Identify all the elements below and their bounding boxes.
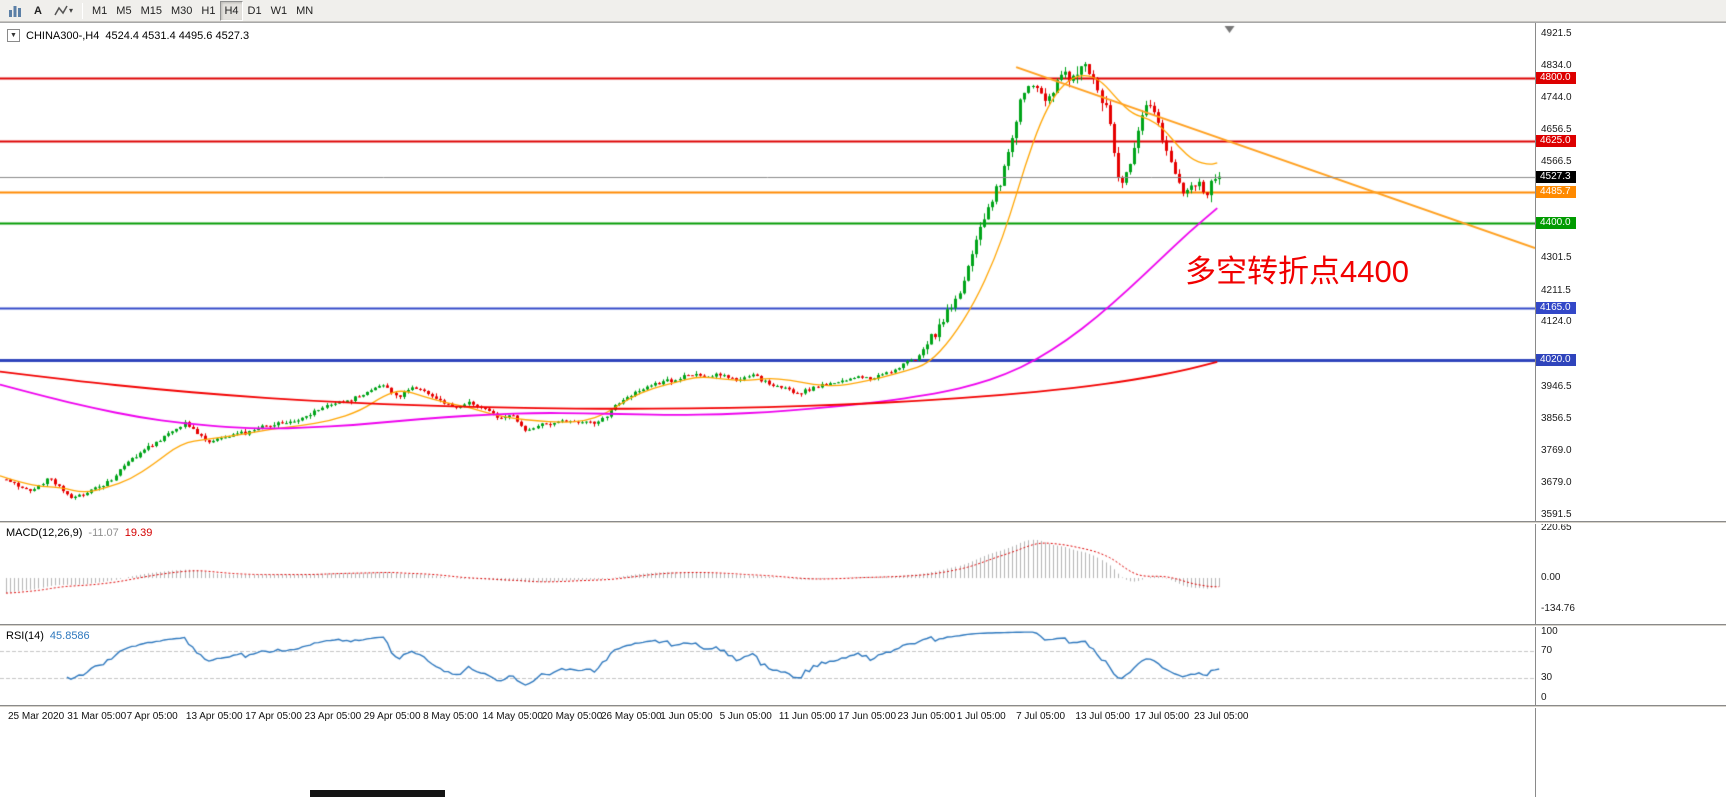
time-axis-label: 29 Apr 05:00: [363, 711, 421, 722]
time-axis-label: 7 Jul 05:00: [1016, 711, 1066, 722]
rsi-canvas[interactable]: [0, 627, 1535, 705]
price-line-tag: 4020.0: [1536, 354, 1576, 367]
chevron-down-icon: ▾: [69, 6, 74, 15]
price-line-tag: 4485.7: [1536, 185, 1576, 198]
rsi-value: 45.8586: [49, 630, 90, 642]
price-tick-label: 4834.0: [1541, 59, 1572, 71]
price-line-tag: 4165.0: [1536, 301, 1576, 314]
toolbar: A ▾ M1 M5 M15 M30 H1 H4 D1 W1 MN: [0, 0, 1726, 22]
price-tick-label: 4211.5: [1541, 284, 1571, 296]
price-scale[interactable]: 4921.5 4834.0 4744.0 4656.5 4566.5 4301.5 4211…: [1535, 23, 1726, 521]
timeframe-toolbar: M1 M5 M15 M30 H1 H4 D1 W1 MN: [88, 0, 317, 21]
time-axis-label: 8 May 05:00: [423, 711, 479, 722]
rsi-label: RSI(14): [6, 630, 44, 642]
macd-canvas[interactable]: [0, 524, 1535, 624]
panel-separator[interactable]: [0, 624, 1726, 627]
zigzag-icon: [54, 5, 68, 15]
time-axis-label: 23 Jun 05:00: [897, 711, 956, 722]
price-tick-label: 4566.5: [1541, 156, 1572, 168]
collapse-chart-icon[interactable]: ▼: [7, 29, 20, 42]
price-tick-label: 4744.0: [1541, 92, 1572, 104]
price-tick-label: 4656.5: [1541, 123, 1572, 135]
chart-window: ▼ CHINA300-,H4 4524.4 4531.4 4495.6 4527…: [0, 22, 1726, 797]
time-axis[interactable]: 25 Mar 2020 31 Mar 05:00 7 Apr 05:00 13 Apr…: [0, 707, 1535, 727]
timeframe-button-w1[interactable]: W1: [267, 1, 292, 21]
price-tick-label: 3946.5: [1541, 380, 1572, 392]
symbol-title: CHINA300-,H4: [26, 29, 100, 42]
price-tick-label: 4921.5: [1541, 28, 1572, 40]
time-axis-label: 13 Apr 05:00: [185, 711, 243, 722]
macd-scale[interactable]: 220.65 0.00 -134.76: [1535, 521, 1726, 624]
timeframe-button-m5[interactable]: M5: [112, 1, 135, 21]
macd-label: MACD(12,26,9): [6, 527, 83, 539]
time-axis-label: 5 Jun 05:00: [719, 711, 772, 722]
time-axis-label: 25 Mar 2020: [8, 711, 65, 722]
price-chart-canvas[interactable]: [0, 23, 1535, 521]
macd-tick-label: 220.65: [1541, 521, 1572, 533]
macd-signal-value: 19.39: [124, 527, 153, 539]
panel-separator[interactable]: [0, 705, 1726, 708]
macd-tick-label: 0.00: [1541, 572, 1561, 584]
time-axis-label: 23 Jul 05:00: [1194, 711, 1249, 722]
rsi-scale[interactable]: 100 70 30 0: [1535, 625, 1726, 705]
toolbar-separator: [82, 2, 84, 19]
price-line-tag: 4625.0: [1536, 135, 1576, 148]
ohlc-readout: 4524.4 4531.4 4495.6 4527.3: [105, 29, 250, 42]
rsi-tick-label: 100: [1541, 625, 1558, 637]
time-axis-label: 7 Apr 05:00: [126, 711, 178, 722]
time-axis-label: 17 Jun 05:00: [838, 711, 897, 722]
rsi-panel: RSI(14) 45.8586: [0, 627, 1535, 705]
chart-annotation-text: 多空转折点4400: [1185, 254, 1409, 290]
timeframe-button-d1[interactable]: D1: [244, 1, 266, 21]
bar-chart-icon: [9, 5, 21, 17]
timeframe-button-m1[interactable]: M1: [88, 1, 111, 21]
time-axis-label: 23 Apr 05:00: [304, 711, 362, 722]
symbol-header: ▼ CHINA300-,H4 4524.4 4531.4 4495.6 4527…: [7, 29, 249, 42]
scrollbar-thumb[interactable]: [310, 790, 445, 797]
price-tick-label: 3769.0: [1541, 444, 1572, 456]
macd-tick-label: -134.76: [1541, 602, 1575, 614]
price-tick-label: 4301.5: [1541, 252, 1572, 264]
price-tick-label: 4124.0: [1541, 316, 1572, 328]
timeframe-button-m15[interactable]: M15: [137, 1, 166, 21]
time-axis-label: 1 Jun 05:00: [660, 711, 713, 722]
price-tick-label: 3856.5: [1541, 413, 1572, 425]
price-tick-label: 3679.0: [1541, 477, 1572, 489]
price-tick-label: 3591.5: [1541, 509, 1572, 521]
panel-separator[interactable]: [0, 521, 1726, 524]
rsi-readout: RSI(14) 45.8586: [6, 630, 90, 642]
timeframe-button-mn[interactable]: MN: [292, 1, 317, 21]
time-axis-label: 1 Jul 05:00: [956, 711, 1006, 722]
macd-main-value: -11.07: [88, 527, 119, 539]
axis-corner: [1535, 707, 1726, 797]
chart-style-button[interactable]: [4, 1, 26, 21]
time-axis-label: 20 May 05:00: [541, 711, 603, 722]
line-studies-button[interactable]: ▾: [50, 1, 77, 21]
price-line-tag: 4400.0: [1536, 216, 1576, 229]
price-chart-panel: ▼ CHINA300-,H4 4524.4 4531.4 4495.6 4527…: [0, 23, 1535, 521]
timeframe-button-h1[interactable]: H1: [197, 1, 219, 21]
timeframe-button-m30[interactable]: M30: [167, 1, 196, 21]
time-axis-label: 17 Jul 05:00: [1134, 711, 1190, 722]
time-axis-label: 14 May 05:00: [482, 711, 543, 722]
time-axis-label: 31 Mar 05:00: [67, 711, 127, 722]
time-axis-label: 26 May 05:00: [601, 711, 662, 722]
rsi-tick-label: 70: [1541, 645, 1553, 657]
price-line-tag: 4800.0: [1536, 71, 1576, 84]
rsi-tick-label: 0: [1541, 691, 1547, 703]
price-line-tag: 4527.3: [1536, 170, 1576, 183]
timeframe-button-h4[interactable]: H4: [220, 0, 243, 21]
macd-panel: MACD(12,26,9) -11.07 19.39: [0, 524, 1535, 624]
text-tool-button[interactable]: A: [27, 1, 49, 21]
time-axis-label: 17 Apr 05:00: [245, 711, 302, 722]
macd-readout: MACD(12,26,9) -11.07 19.39: [6, 527, 152, 539]
time-axis-label: 13 Jul 05:00: [1075, 711, 1130, 722]
time-axis-label: 11 Jun 05:00: [778, 711, 836, 722]
rsi-tick-label: 30: [1541, 671, 1553, 683]
